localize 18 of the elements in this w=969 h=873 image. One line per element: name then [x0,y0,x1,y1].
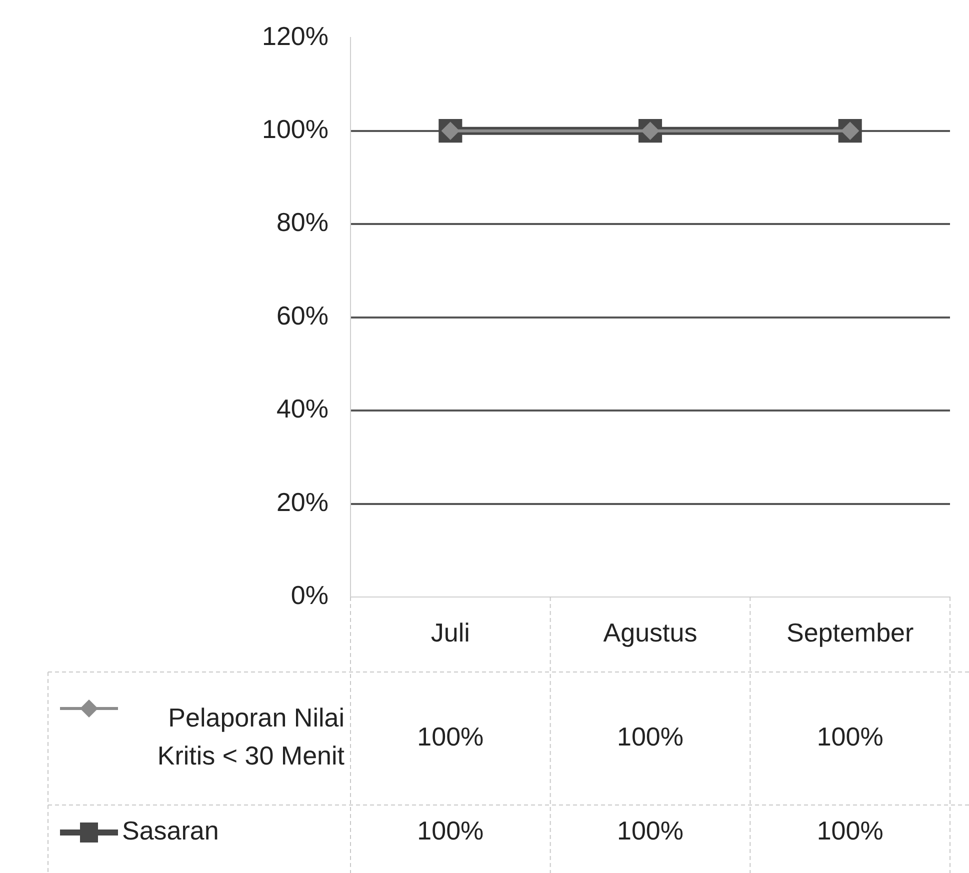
legend-label: Sasaran [122,816,219,846]
x-tick-label: Juli [430,618,470,648]
data-label: 100% [417,816,484,846]
y-tick-label: 60% [276,300,328,330]
data-label: 100% [417,722,484,752]
legend-label: Pelaporan Nilai Kritis < 30 Menit [157,702,346,771]
y-tick-label: 0% [290,580,328,610]
y-tick-label: 40% [276,394,328,424]
y-tick-label: 20% [276,486,328,517]
y-tick-label: 100% [262,114,328,144]
x-tick-label: September [786,618,914,648]
data-label: 100% [617,722,684,752]
data-label: 100% [816,816,884,846]
data-label: 100% [617,816,684,846]
data-label: 100% [816,722,884,752]
x-tick-label: Agustus [603,618,698,648]
y-tick-label: 80% [276,207,328,238]
y-tick-label: 120% [262,20,328,51]
